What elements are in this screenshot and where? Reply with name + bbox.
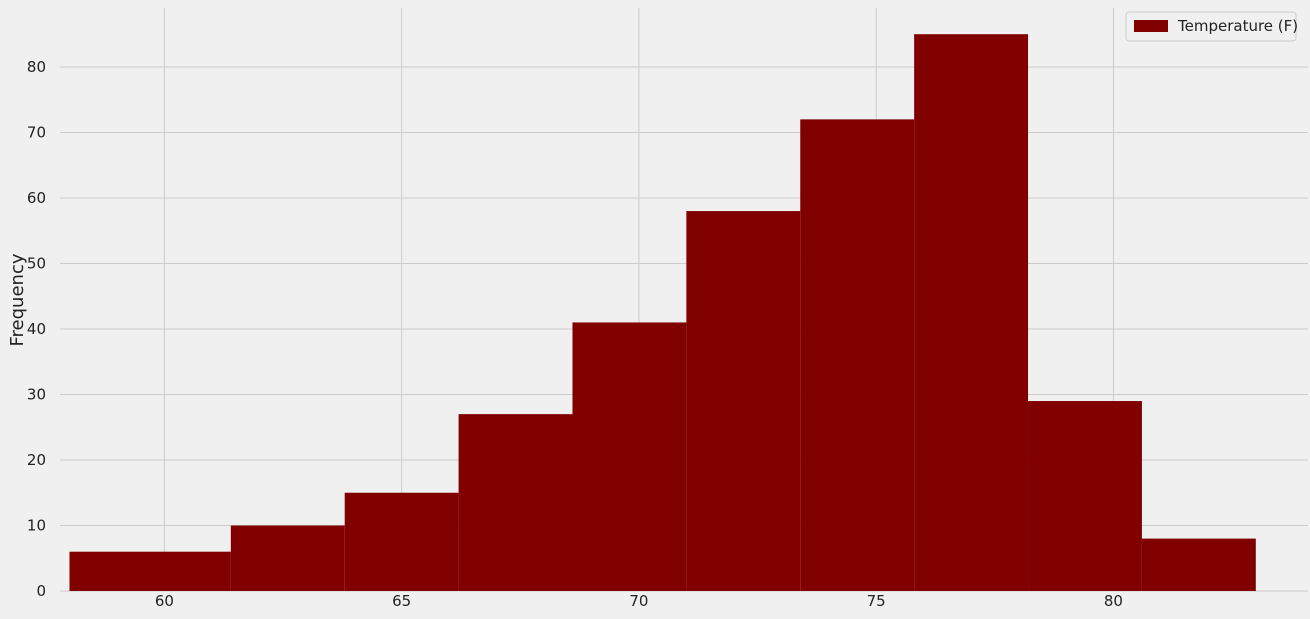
- histogram-bar: [686, 211, 801, 591]
- histogram-bar: [230, 525, 345, 591]
- histogram-bar: [1141, 538, 1256, 591]
- histogram-bar: [69, 551, 231, 591]
- histogram-bars: [69, 34, 1256, 591]
- y-tick-label: 80: [27, 58, 46, 76]
- x-tick-label: 65: [392, 592, 411, 610]
- legend-label: Temperature (F): [1177, 17, 1298, 35]
- legend: Temperature (F): [1125, 11, 1298, 42]
- y-axis-label: Frequency: [7, 253, 28, 346]
- histogram-bar: [800, 119, 915, 591]
- y-tick-label: 60: [27, 189, 46, 207]
- legend-box: [1125, 11, 1297, 42]
- legend-swatch: [1134, 20, 1168, 32]
- x-tick-label: 75: [867, 592, 886, 610]
- x-tick-label: 60: [155, 592, 174, 610]
- histogram-bar: [344, 492, 459, 591]
- histogram-bar: [1028, 401, 1142, 591]
- x-tick-label: 70: [629, 592, 648, 610]
- y-tick-label: 50: [27, 254, 46, 272]
- y-tick-label: 40: [27, 320, 46, 338]
- histogram-bar: [572, 322, 687, 591]
- x-tick-label: 80: [1104, 592, 1123, 610]
- y-tick-label: 70: [27, 123, 46, 141]
- y-axis-ticks: 0 10 20 30 40 50 60 70 80: [27, 58, 46, 600]
- histogram-bar: [458, 414, 573, 591]
- y-tick-label: 20: [27, 451, 46, 469]
- y-tick-label: 10: [27, 516, 46, 534]
- y-tick-label: 0: [36, 582, 46, 600]
- histogram-bar: [914, 34, 1029, 591]
- y-tick-label: 30: [27, 385, 46, 403]
- x-axis-ticks: 60 65 70 75 80: [155, 592, 1123, 610]
